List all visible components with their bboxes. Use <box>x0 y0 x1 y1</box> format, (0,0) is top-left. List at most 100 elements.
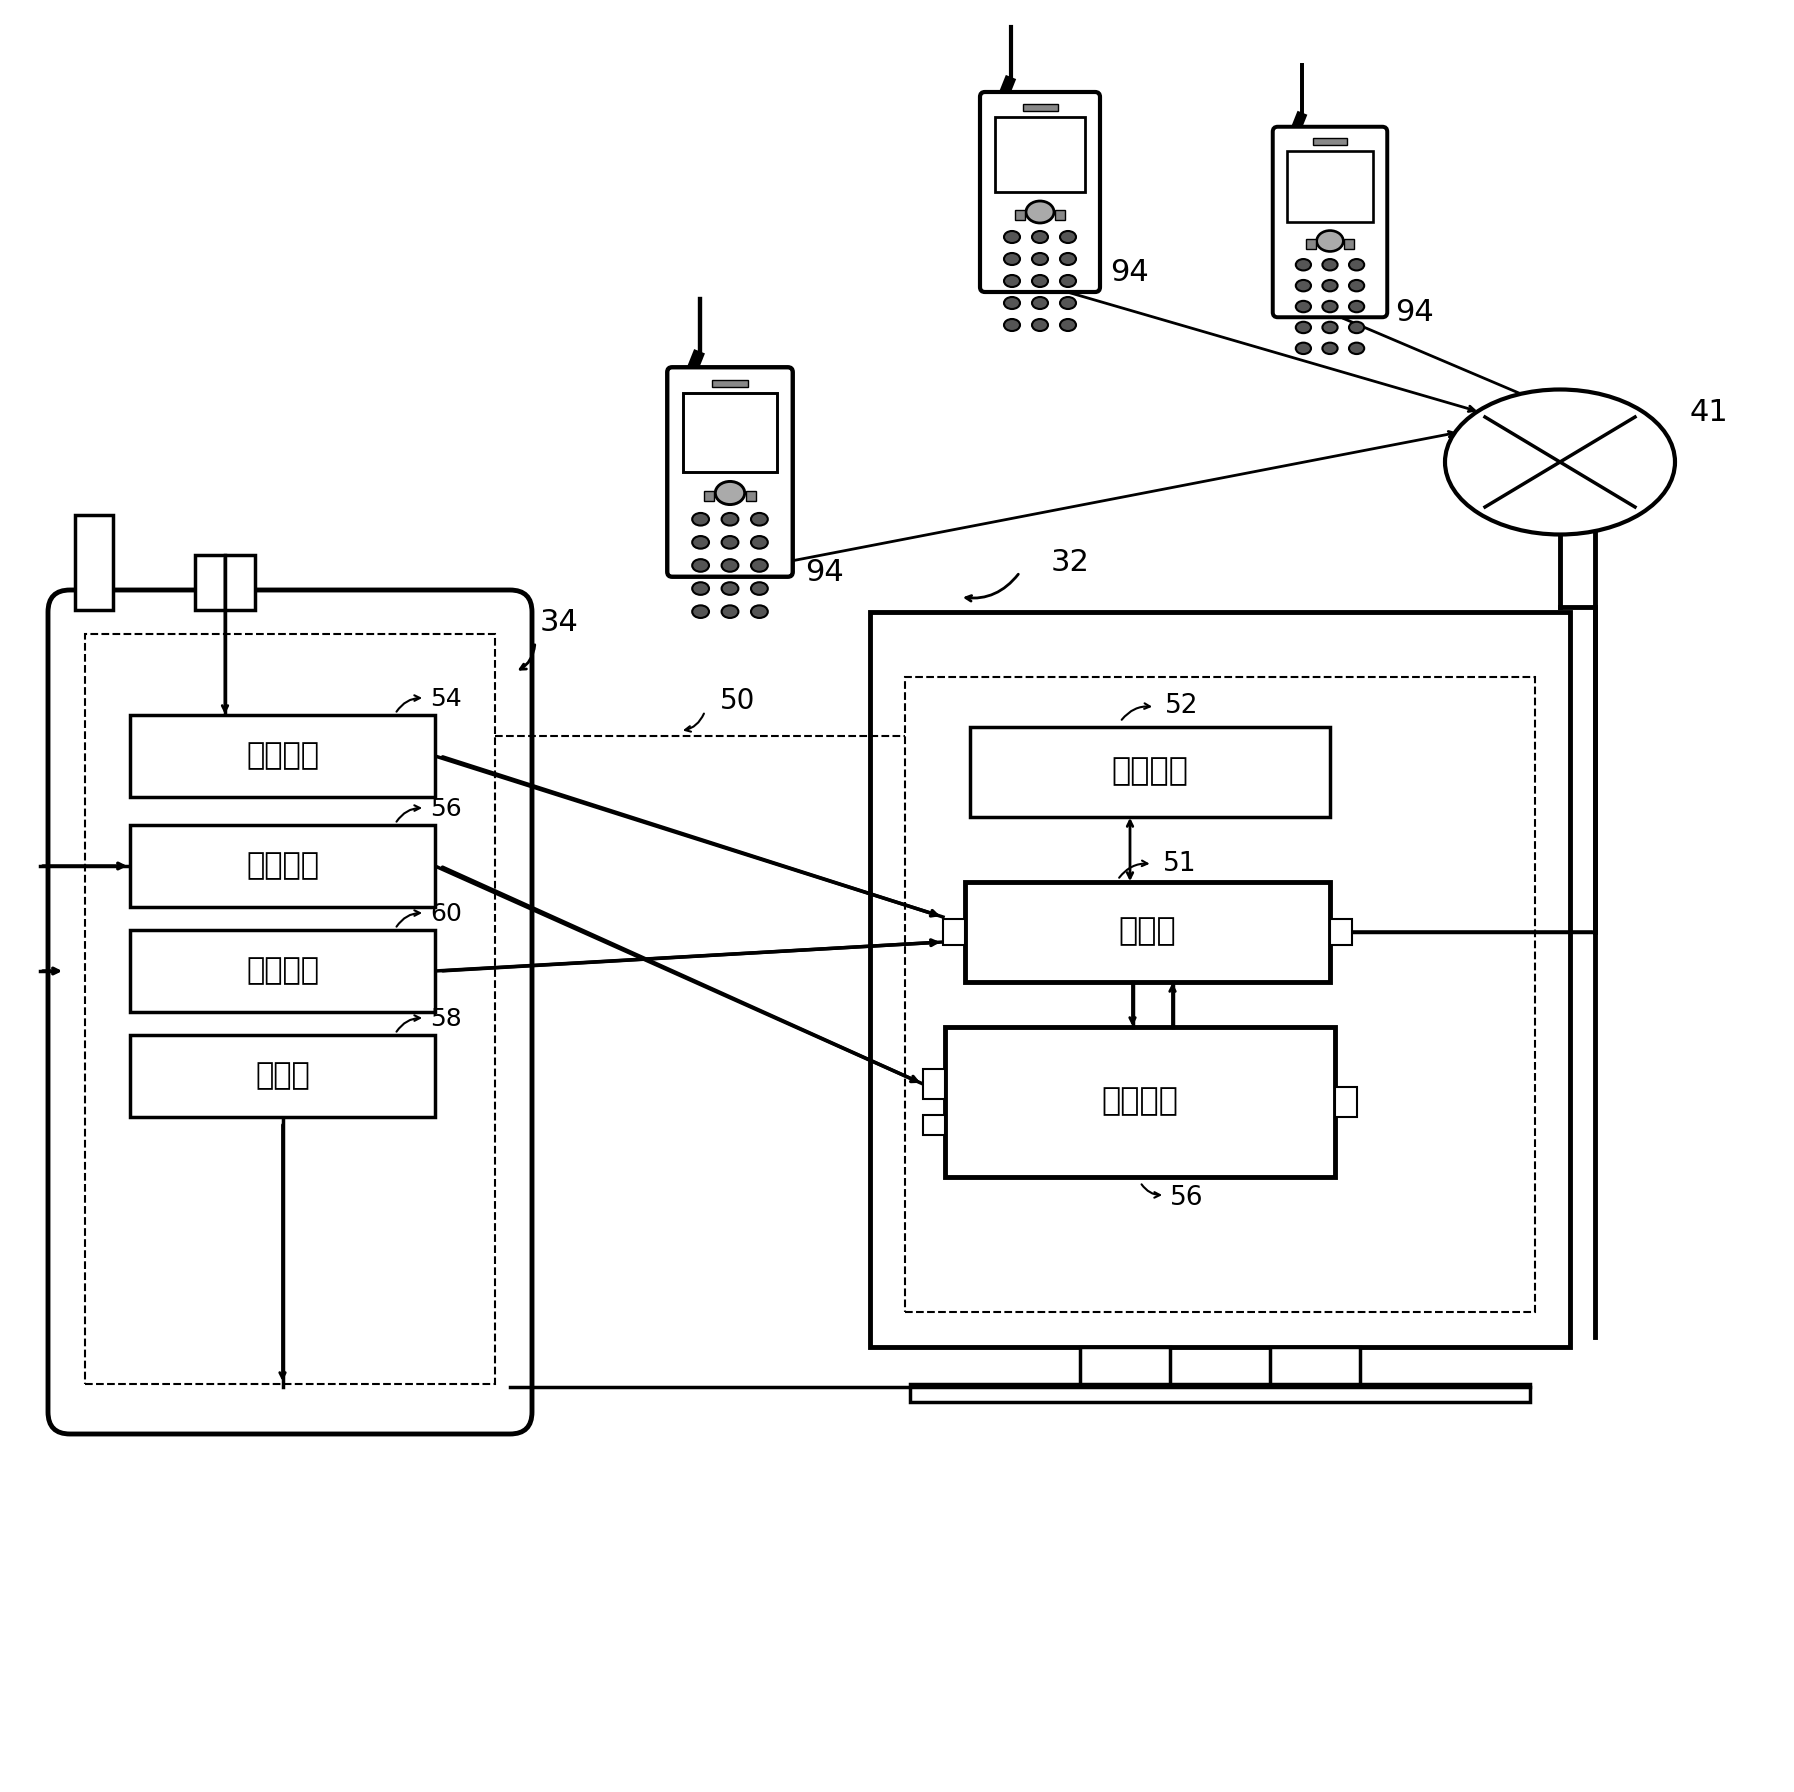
Bar <box>1306 238 1315 249</box>
Bar <box>1023 104 1057 111</box>
Text: 搜寻模块: 搜寻模块 <box>1102 1086 1179 1118</box>
Ellipse shape <box>1032 274 1048 287</box>
Ellipse shape <box>752 606 768 618</box>
Ellipse shape <box>1060 274 1076 287</box>
Text: 54: 54 <box>431 686 461 711</box>
Bar <box>945 1027 1335 1177</box>
Text: 60: 60 <box>431 901 461 926</box>
Bar <box>129 1036 434 1116</box>
Ellipse shape <box>716 482 745 505</box>
Bar <box>922 1115 945 1134</box>
Ellipse shape <box>721 559 739 572</box>
FancyBboxPatch shape <box>48 590 533 1434</box>
Ellipse shape <box>1295 323 1311 333</box>
Text: 显示器: 显示器 <box>255 1061 310 1091</box>
Ellipse shape <box>721 536 739 548</box>
Ellipse shape <box>692 536 709 548</box>
Bar <box>75 514 113 609</box>
Ellipse shape <box>1322 323 1338 333</box>
Ellipse shape <box>1005 253 1021 265</box>
Ellipse shape <box>1032 297 1048 308</box>
Bar <box>703 491 714 502</box>
Ellipse shape <box>1444 389 1676 534</box>
Text: 94: 94 <box>806 557 843 586</box>
Bar <box>1313 138 1347 145</box>
Text: 51: 51 <box>1163 851 1197 876</box>
FancyBboxPatch shape <box>1272 127 1387 317</box>
Text: 58: 58 <box>431 1007 461 1030</box>
FancyBboxPatch shape <box>667 367 793 577</box>
Bar <box>1335 1088 1356 1116</box>
Bar <box>712 380 748 387</box>
Ellipse shape <box>721 513 739 525</box>
Ellipse shape <box>692 606 709 618</box>
Bar <box>1344 238 1354 249</box>
Text: 52: 52 <box>1164 694 1198 719</box>
Text: 41: 41 <box>1690 398 1729 426</box>
Ellipse shape <box>1295 280 1311 292</box>
Text: 搜寻模块: 搜寻模块 <box>246 851 319 880</box>
Bar <box>965 882 1329 982</box>
Ellipse shape <box>752 513 768 525</box>
Ellipse shape <box>1026 201 1055 222</box>
Ellipse shape <box>1322 301 1338 312</box>
Text: 储存装置: 储存装置 <box>1112 756 1188 787</box>
Bar <box>129 824 434 907</box>
Bar <box>1270 1348 1360 1398</box>
Text: 50: 50 <box>719 686 755 715</box>
Ellipse shape <box>752 582 768 595</box>
Text: 56: 56 <box>431 797 461 821</box>
Text: 94: 94 <box>1110 258 1148 287</box>
Ellipse shape <box>752 536 768 548</box>
Bar <box>746 491 757 502</box>
FancyBboxPatch shape <box>980 91 1100 292</box>
Ellipse shape <box>692 582 709 595</box>
Bar <box>129 715 434 797</box>
Ellipse shape <box>1032 231 1048 244</box>
Text: 94: 94 <box>1396 297 1433 326</box>
Ellipse shape <box>1322 260 1338 271</box>
Ellipse shape <box>1032 319 1048 332</box>
Ellipse shape <box>1317 231 1344 251</box>
Ellipse shape <box>1295 301 1311 312</box>
Ellipse shape <box>721 582 739 595</box>
Ellipse shape <box>692 559 709 572</box>
Bar <box>922 1070 945 1098</box>
Bar <box>1288 151 1372 222</box>
Ellipse shape <box>1005 297 1021 308</box>
Ellipse shape <box>1349 280 1363 292</box>
Ellipse shape <box>1060 297 1076 308</box>
Text: 56: 56 <box>1170 1185 1204 1211</box>
Bar <box>1080 1348 1170 1398</box>
Ellipse shape <box>1349 260 1363 271</box>
Ellipse shape <box>1322 280 1338 292</box>
Text: 上传模块: 上传模块 <box>246 957 319 986</box>
Bar <box>870 613 1570 1348</box>
Bar <box>904 677 1536 1312</box>
Text: 34: 34 <box>540 607 579 636</box>
Bar <box>1055 210 1066 220</box>
Ellipse shape <box>1322 342 1338 355</box>
Bar <box>196 556 255 609</box>
Ellipse shape <box>1349 323 1363 333</box>
Ellipse shape <box>1060 319 1076 332</box>
Text: 定位模块: 定位模块 <box>246 742 319 771</box>
Ellipse shape <box>721 606 739 618</box>
Bar <box>996 116 1085 192</box>
Ellipse shape <box>1295 342 1311 355</box>
Text: 处理器: 处理器 <box>1119 916 1177 948</box>
Ellipse shape <box>1060 231 1076 244</box>
Ellipse shape <box>1349 342 1363 355</box>
Ellipse shape <box>1295 260 1311 271</box>
Bar <box>684 392 777 471</box>
Ellipse shape <box>752 559 768 572</box>
Ellipse shape <box>1349 301 1363 312</box>
Bar <box>1015 210 1024 220</box>
Ellipse shape <box>1060 253 1076 265</box>
Ellipse shape <box>1005 274 1021 287</box>
Bar <box>910 1383 1530 1401</box>
Ellipse shape <box>1005 231 1021 244</box>
Ellipse shape <box>692 513 709 525</box>
Bar <box>84 634 495 1383</box>
Bar <box>971 728 1329 817</box>
